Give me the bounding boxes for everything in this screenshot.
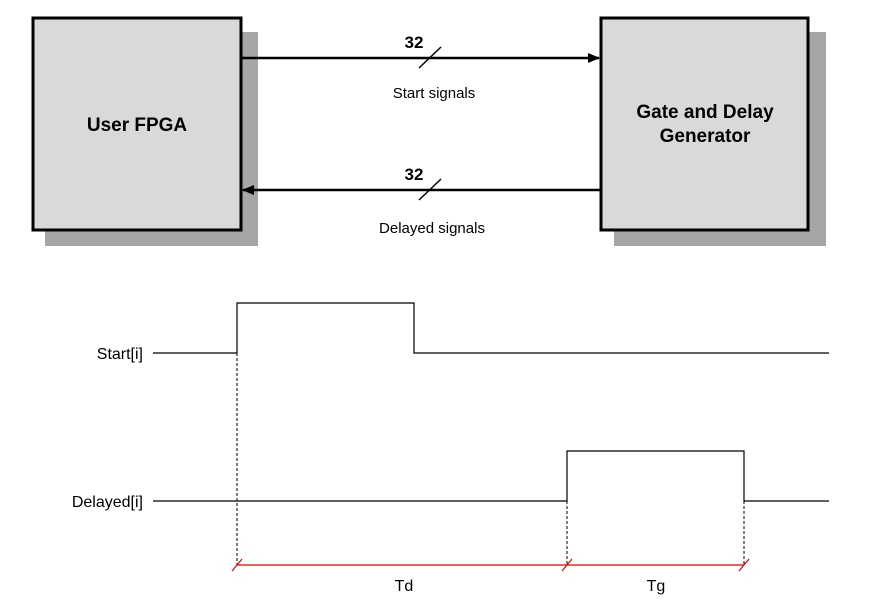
delayed-bus-label: Delayed signals xyxy=(379,220,485,237)
gate-delay-label-line2: Generator xyxy=(660,126,751,147)
gate-delay-box xyxy=(599,16,810,232)
start-bus-label: Start signals xyxy=(393,85,476,102)
gate-delay-generator-block: Gate and Delay Generator xyxy=(599,16,826,246)
user-fpga-block: User FPGA xyxy=(31,16,258,246)
measure-tick-td-start xyxy=(231,558,243,572)
gate-delay-label-line1: Gate and Delay xyxy=(636,102,774,123)
measure-tick-td-end xyxy=(561,558,573,572)
tg-label: Tg xyxy=(647,578,666,595)
delayed-waveform xyxy=(153,450,829,502)
user-fpga-label: User FPGA xyxy=(87,115,188,136)
delayed-bus-width: 32 xyxy=(405,165,424,184)
start-bus-width: 32 xyxy=(405,33,424,52)
delayed-bus-slash xyxy=(418,178,442,201)
measure-tick-tg-end xyxy=(738,558,750,572)
delayed-signals-bus: 32 Delayed signals xyxy=(242,165,601,237)
start-waveform xyxy=(153,302,829,354)
timing-diagram: Start[i] Delayed[i] Td Tg xyxy=(72,302,829,595)
user-fpga-box xyxy=(31,16,243,232)
td-label: Td xyxy=(395,578,414,595)
start-signals-bus: 32 Start signals xyxy=(241,33,600,102)
delayed-signal-label: Delayed[i] xyxy=(72,494,143,511)
start-bus-slash xyxy=(418,46,442,69)
start-signal-label: Start[i] xyxy=(97,346,143,363)
